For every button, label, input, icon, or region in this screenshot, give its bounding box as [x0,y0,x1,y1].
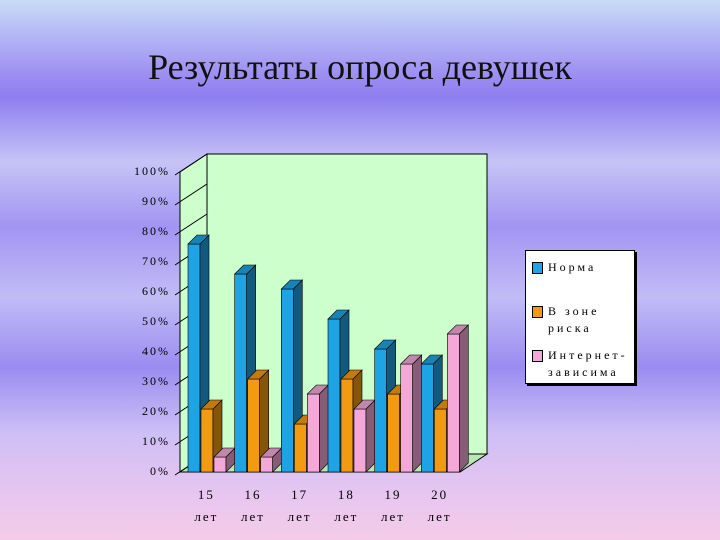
chart-title: Результаты опроса девушек [148,47,572,87]
bar-top [280,279,304,290]
bar-front [374,348,387,473]
y-tick-label: 10% [142,434,170,448]
legend-label: В зоне риска [548,304,600,335]
bar-side [365,399,376,473]
legend-item: Интернет-зависима [532,347,632,381]
bar-front [387,393,400,473]
bar-top [187,234,210,245]
legend-label: Интернет-зависима [548,348,628,379]
bar-front [247,378,260,473]
bar-top [340,369,363,380]
legend-swatch [532,306,543,318]
legend-label: Норма [548,260,597,274]
bar-top [233,264,257,275]
legend-item: Норма [532,259,632,276]
bar-front [187,243,201,473]
x-tick-label: 16 лет [241,487,265,524]
bar-side [412,354,422,473]
x-tick-label: 19 лет [381,487,405,524]
bar-front [353,408,367,473]
tick-mark [174,213,208,236]
bar-side [319,384,329,473]
bar-top [399,354,423,365]
bar-top [200,399,223,410]
bar-top [420,354,444,365]
y-tick-label: 90% [142,194,170,208]
x-tick-label: 17 лет [287,487,312,524]
bar-front [260,456,273,473]
bar-front [281,288,294,473]
legend-swatch [532,262,543,274]
y-tick-label: 80% [142,224,170,238]
bar-front [447,333,460,473]
bar-front [400,363,413,473]
bar-top [327,309,350,320]
y-tick-label: 60% [142,284,170,298]
y-tick-label: 20% [142,404,170,418]
bar-top [246,369,270,380]
bar-front [434,408,447,473]
legend-item: В зоне риска [532,303,632,337]
bar-side [459,324,469,473]
tick-mark [174,153,208,176]
bar-front [234,273,247,473]
tick-mark [174,183,208,206]
bar-top [373,339,397,350]
bar-front [340,378,354,473]
y-tick-label: 100% [134,164,170,178]
bar-front [200,408,214,473]
y-tick-label: 70% [142,254,170,268]
legend-swatch [532,350,543,362]
bar-front [307,393,320,473]
y-tick-label: 0% [150,464,170,478]
bar-front [294,423,307,473]
x-tick-label: 15 лет [194,487,219,524]
x-tick-label: 18 лет [334,487,359,524]
y-tick-label: 30% [142,374,170,388]
y-tick-label: 40% [142,344,170,358]
bar-top [446,324,470,335]
y-tick-label: 50% [142,314,170,328]
x-tick-label: 20 лет [427,487,452,524]
bar-front [421,363,434,473]
bar-front [213,456,227,473]
bar-front [327,318,341,473]
legend: Норма В зоне риска Интернет-зависима [525,250,635,384]
